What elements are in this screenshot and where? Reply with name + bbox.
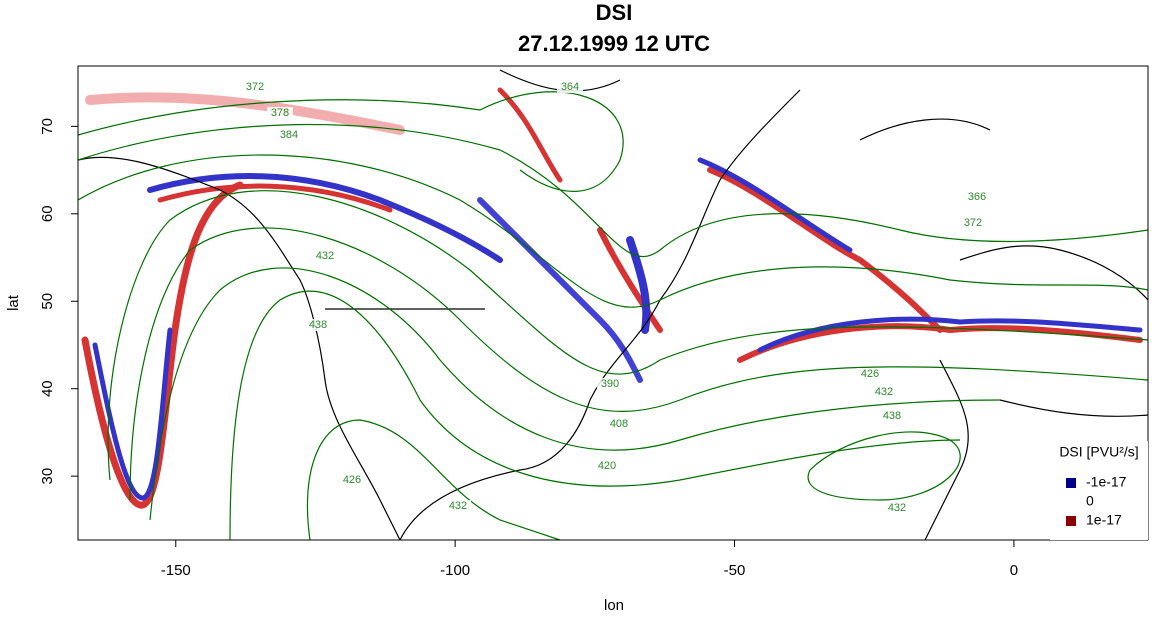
y-tick-label: 60 (39, 205, 56, 222)
legend-label: -1e-17 (1086, 474, 1127, 490)
legend-swatch (1066, 516, 1076, 526)
contour-label: 432 (449, 500, 467, 512)
contour-label: 372 (964, 217, 982, 229)
legend-label: 0 (1086, 493, 1094, 509)
contour-label: 438 (309, 319, 327, 331)
contour-label-bg (884, 502, 910, 514)
contour-label: 438 (883, 410, 901, 422)
contour-label: 384 (280, 129, 298, 141)
contour-label: 372 (246, 81, 264, 93)
contour-label-bg (857, 368, 883, 380)
plot-frame (77, 65, 1149, 541)
contour-label-bg (606, 418, 632, 430)
legend-title: DSI [PVU²/s] (1059, 444, 1138, 460)
y-tick-label: 30 (39, 468, 56, 485)
contour-label: 378 (271, 107, 289, 119)
x-tick-label: -100 (440, 562, 470, 579)
x-tick-label: 0 (1010, 562, 1018, 579)
contour-label-bg (964, 191, 990, 203)
contour-label: 364 (561, 81, 579, 93)
x-tick-label: -50 (724, 562, 746, 579)
contour-label: 366 (968, 191, 986, 203)
x-axis-label: lon (604, 597, 624, 614)
chart-subtitle: 27.12.1999 12 UTC (518, 31, 710, 56)
y-tick-label: 50 (39, 293, 56, 310)
contour-label-bg (557, 81, 583, 93)
contour-label-bg (339, 474, 365, 486)
contour-label-bg (276, 129, 302, 141)
contour-label-bg (312, 250, 338, 262)
legend-label: 1e-17 (1086, 512, 1122, 528)
contour-label-bg (267, 107, 293, 119)
contour-label-bg (597, 378, 623, 390)
contour-label-bg (879, 410, 905, 422)
contour-label: 408 (610, 418, 628, 430)
legend-swatch (1066, 478, 1076, 488)
contour-label-bg (871, 386, 897, 398)
y-axis-label: lat (5, 294, 22, 311)
contour-label-bg (445, 500, 471, 512)
field-background (78, 69, 1148, 540)
contour-label: 420 (598, 460, 616, 472)
contour-label-bg (242, 81, 268, 93)
x-tick-label: -150 (161, 562, 191, 579)
contour-label-bg (960, 217, 986, 229)
contour-label: 426 (861, 368, 879, 380)
contour-label: 432 (888, 502, 906, 514)
y-tick-label: 40 (39, 380, 56, 397)
contour-label: 426 (343, 474, 361, 486)
contour-label: 432 (875, 386, 893, 398)
y-tick-label: 70 (39, 118, 56, 135)
contour-label-bg (305, 319, 331, 331)
contour-label: 390 (601, 378, 619, 390)
chart-title: DSI (596, 0, 633, 25)
contour-label: 432 (316, 250, 334, 262)
contour-label-bg (594, 460, 620, 472)
